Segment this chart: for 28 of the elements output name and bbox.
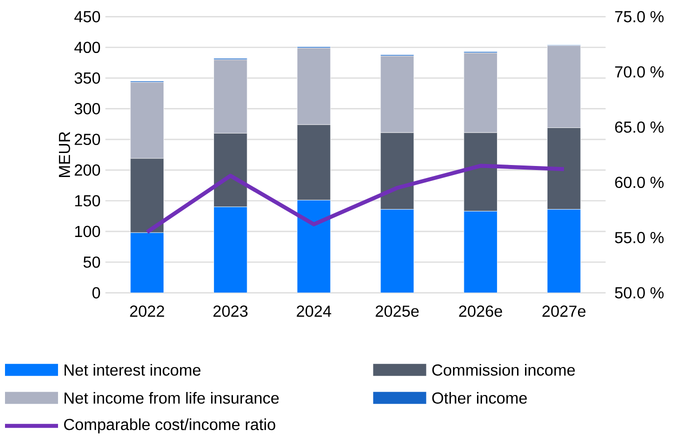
y2-tick-label: 70.0 % bbox=[615, 66, 664, 78]
legend-label: Commission income bbox=[432, 364, 575, 376]
legend-label: Other income bbox=[432, 392, 527, 404]
x-tick-label: 2024 bbox=[296, 306, 332, 317]
y-tick-label: 200 bbox=[74, 164, 100, 176]
x-tick-label: 2023 bbox=[213, 306, 248, 317]
x-tick-label: 2027e bbox=[542, 306, 586, 317]
legend-label: Net income from life insurance bbox=[64, 392, 279, 404]
legend-label: Comparable cost/income ratio bbox=[64, 418, 276, 434]
y-tick-label: 0 bbox=[92, 287, 100, 299]
y-tick-label: 150 bbox=[75, 195, 100, 206]
y-tick-label: 400 bbox=[74, 42, 100, 54]
y-tick-label: 450 bbox=[74, 11, 100, 22]
y-axis-title: MEUR bbox=[58, 132, 70, 178]
x-tick-label: 2025e bbox=[376, 306, 419, 317]
y-tick-label: 50 bbox=[84, 256, 100, 268]
y2-tick-label: 55.0 % bbox=[614, 232, 664, 244]
y-tick-label: 250 bbox=[74, 134, 100, 146]
y-tick-label: 100 bbox=[75, 226, 100, 238]
y-tick-label: 350 bbox=[74, 72, 100, 84]
y2-tick-label: 65.0 % bbox=[615, 122, 664, 133]
y2-tick-label: 75.0 % bbox=[615, 11, 664, 22]
y2-tick-label: 50.0 % bbox=[614, 287, 664, 299]
y2-tick-label: 60.0 % bbox=[615, 176, 664, 188]
legend-label: Net interest income bbox=[64, 364, 200, 376]
x-tick-label: 2026e bbox=[459, 306, 502, 317]
y-tick-label: 300 bbox=[74, 103, 100, 114]
x-tick-label: 2022 bbox=[130, 306, 164, 317]
